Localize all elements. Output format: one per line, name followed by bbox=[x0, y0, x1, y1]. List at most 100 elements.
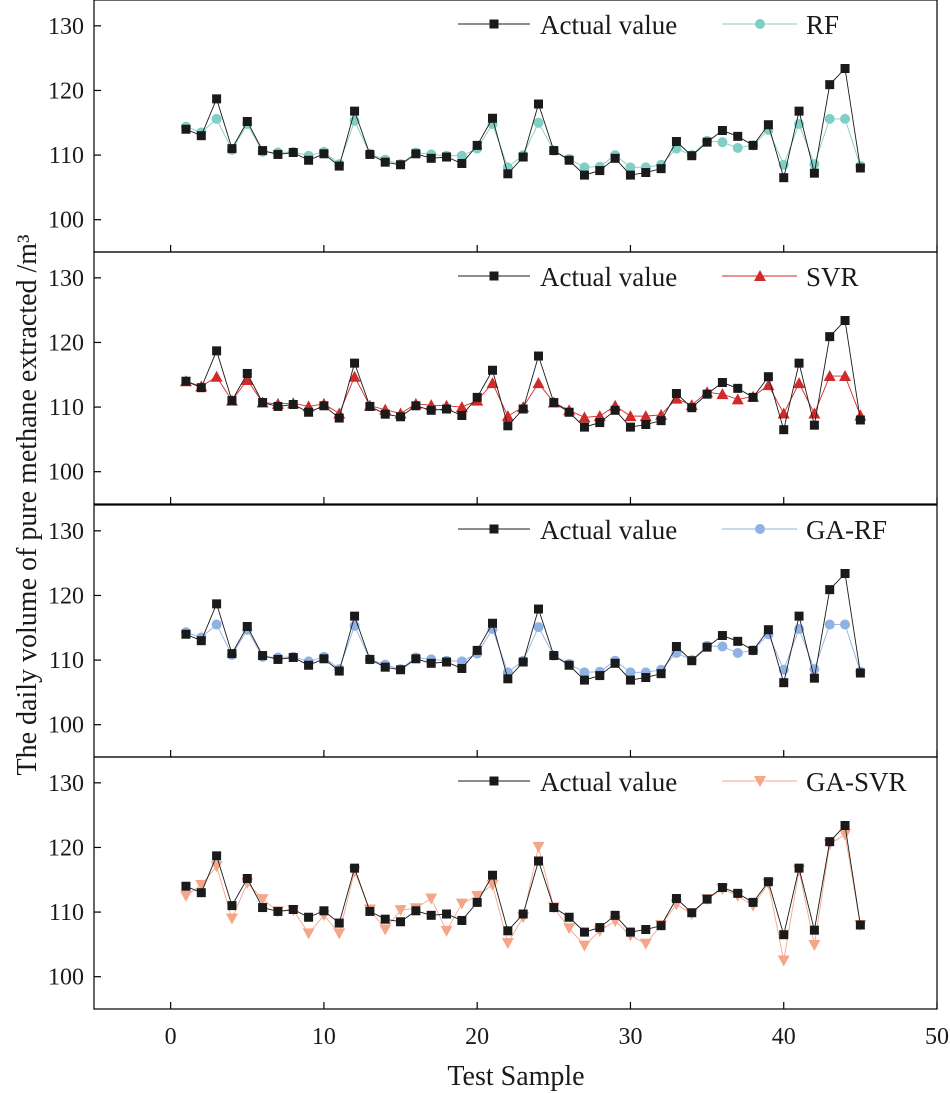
series-actual-point bbox=[396, 160, 406, 170]
series-svr-point bbox=[670, 392, 683, 404]
series-actual-point bbox=[702, 137, 712, 147]
legend-model-label: RF bbox=[806, 10, 839, 40]
series-actual-point bbox=[227, 649, 237, 659]
series-ga-svr-point bbox=[501, 938, 514, 950]
series-actual-point bbox=[227, 144, 237, 154]
series-ga-svr-point bbox=[777, 955, 790, 967]
series-actual-point bbox=[564, 912, 574, 922]
series-ga-svr-point bbox=[808, 940, 821, 952]
series-actual-point bbox=[212, 851, 222, 861]
series-actual-point bbox=[258, 398, 268, 408]
y-tick-label: 100 bbox=[48, 460, 84, 486]
series-actual-point bbox=[319, 654, 329, 664]
series-actual-point bbox=[840, 315, 850, 325]
series-rf-point bbox=[579, 162, 590, 173]
series-ga-rf-point bbox=[625, 667, 636, 678]
series-actual-point bbox=[365, 906, 375, 916]
legend-actual-label: Actual value bbox=[540, 767, 677, 797]
series-actual-point bbox=[564, 660, 574, 670]
series-actual-point bbox=[242, 873, 252, 883]
panel-rf: 100 110 120 130 Actual value RF bbox=[48, 0, 938, 253]
series-actual-point bbox=[488, 365, 498, 375]
legend-model-marker bbox=[754, 270, 766, 281]
series-actual-point bbox=[579, 675, 589, 685]
legend-actual-marker bbox=[489, 19, 499, 29]
series-actual-point bbox=[457, 410, 467, 420]
series-rf-point bbox=[533, 117, 544, 128]
series-actual-point bbox=[488, 870, 498, 880]
y-tick-label: 110 bbox=[49, 143, 84, 169]
series-ga-svr-point bbox=[440, 925, 453, 937]
y-tick-label: 120 bbox=[48, 78, 84, 104]
series-actual-point bbox=[242, 116, 252, 126]
series-actual-point bbox=[533, 604, 543, 614]
y-tick-label: 100 bbox=[48, 208, 84, 234]
series-actual-point bbox=[533, 99, 543, 109]
series-actual-point bbox=[825, 585, 835, 595]
series-actual-point bbox=[488, 618, 498, 628]
panel-ga-rf: 100 110 120 130 Actual value GA-RF bbox=[48, 504, 938, 758]
series-ga-rf-point bbox=[533, 622, 544, 633]
series-actual-point bbox=[380, 914, 390, 924]
y-tick-label: 130 bbox=[48, 771, 84, 797]
series-rf-point bbox=[824, 113, 835, 124]
y-tick-label: 120 bbox=[48, 330, 84, 356]
series-actual-point bbox=[625, 422, 635, 432]
legend-model-marker bbox=[755, 524, 765, 534]
y-tick-label: 120 bbox=[48, 835, 84, 861]
series-actual-point bbox=[181, 881, 191, 891]
legend-actual-marker bbox=[489, 271, 499, 281]
series-actual-point bbox=[426, 910, 436, 920]
series-actual-point bbox=[779, 173, 789, 183]
series-actual-point bbox=[779, 930, 789, 940]
series-actual-point bbox=[549, 903, 559, 913]
series-actual-point bbox=[625, 927, 635, 937]
series-actual-point bbox=[518, 404, 528, 414]
legend: Actual value SVR bbox=[458, 262, 859, 292]
y-tick-label: 130 bbox=[48, 519, 84, 545]
series-ga-svr-point bbox=[425, 893, 438, 905]
series-actual-point bbox=[595, 166, 605, 176]
series-actual-point bbox=[809, 673, 819, 683]
series-actual-point bbox=[656, 921, 666, 931]
series-actual-point bbox=[564, 407, 574, 417]
series-svr-point bbox=[793, 377, 806, 389]
series-actual-point bbox=[212, 599, 222, 609]
series-ga-svr-point bbox=[302, 928, 315, 940]
series-ga-rf-point bbox=[211, 619, 222, 630]
series-actual-point bbox=[472, 140, 482, 150]
series-actual-point bbox=[840, 820, 850, 830]
series-actual-point bbox=[579, 170, 589, 180]
series-ga-svr-point bbox=[532, 841, 545, 853]
series-ga-svr-point bbox=[379, 924, 392, 936]
series-svr-point bbox=[839, 370, 852, 382]
series-actual-point bbox=[549, 146, 559, 156]
y-tick-label: 100 bbox=[48, 965, 84, 991]
series-actual-point bbox=[687, 403, 697, 413]
series-ga-svr-point bbox=[578, 940, 591, 952]
x-axis: 0 10 20 30 40 50 bbox=[165, 1024, 949, 1050]
series-actual-point bbox=[380, 662, 390, 672]
x-tick-label: 30 bbox=[618, 1024, 642, 1050]
series-actual-point bbox=[319, 401, 329, 411]
series-actual-point bbox=[855, 415, 865, 425]
series-actual-point bbox=[748, 392, 758, 402]
series-actual-point bbox=[319, 906, 329, 916]
series-ga-svr-point bbox=[639, 938, 652, 950]
panel-svr: 100 110 120 130 Actual value SVR bbox=[48, 251, 938, 505]
series-actual-point bbox=[365, 401, 375, 411]
series-actual-point bbox=[380, 409, 390, 419]
series-actual-point bbox=[273, 654, 283, 664]
series-actual-point bbox=[809, 420, 819, 430]
series-actual-point bbox=[794, 863, 804, 873]
series-svr-point bbox=[716, 388, 729, 400]
series-actual-point bbox=[610, 910, 620, 920]
series-actual-point bbox=[763, 877, 773, 887]
series-actual-point bbox=[763, 120, 773, 130]
series-actual-point bbox=[319, 149, 329, 159]
series-ga-svr-point bbox=[486, 879, 499, 891]
series-actual-point bbox=[227, 396, 237, 406]
series-actual-point bbox=[181, 376, 191, 386]
series-actual-point bbox=[518, 152, 528, 162]
x-tick-label: 40 bbox=[772, 1024, 796, 1050]
